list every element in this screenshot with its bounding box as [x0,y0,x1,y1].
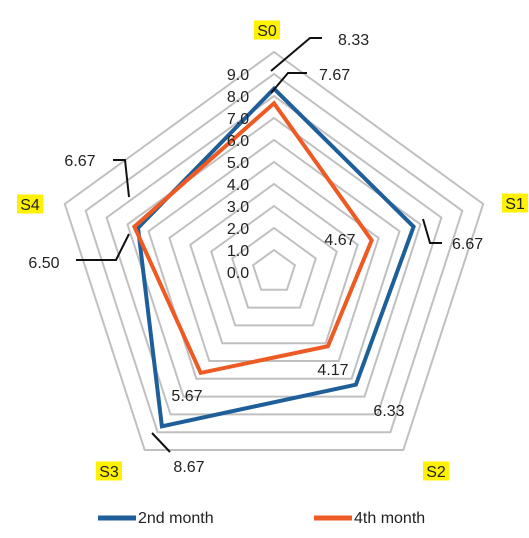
data-label: 6.67 [422,218,483,253]
data-label: 6.50 [28,233,130,272]
grid-ring [126,116,422,398]
category-label-bg [254,20,280,40]
tick-label: 0.0 [227,265,249,282]
category-label-text: S1 [505,196,525,213]
category-label-text: S4 [20,197,40,214]
data-label-text: 4.67 [324,232,355,249]
tick-label: 5.0 [227,155,249,172]
grid-ring [147,138,401,380]
category-label-bg [17,194,43,214]
data-label: 8.33 [270,32,369,72]
leader-line [270,37,322,72]
data-label-text: 6.67 [64,153,95,170]
legend-item: 2nd month [98,510,214,527]
category-label-s2: S2 [423,461,449,481]
radar-grid [63,50,485,451]
grid-ring [210,204,338,327]
leader-line [113,159,130,198]
data-label: 4.67 [324,232,355,249]
data-label-text: 8.67 [173,459,204,476]
grid-ring [105,94,443,416]
tick-label: 6.0 [227,133,249,150]
data-label: 5.67 [171,388,202,405]
leader-line [270,72,307,94]
legend-label: 4th month [354,510,425,527]
tick-label: 8.0 [227,89,249,106]
tick-label: 7.0 [227,111,249,128]
grid-ring [168,160,380,362]
grid-ring [84,72,464,434]
radar-series [131,85,416,429]
data-label-text: 6.33 [373,403,404,420]
grid-ring [189,182,359,345]
category-label-bg [423,461,449,481]
leader-line [76,233,130,261]
leader-line [422,218,442,244]
data-label-text: 4.17 [317,362,348,379]
tick-label: 2.0 [227,221,249,238]
grid-ring [63,50,485,451]
data-label: 7.67 [270,67,350,94]
data-label: 4.17 [317,362,348,379]
leader-line [151,432,171,453]
category-label-text: S2 [426,464,446,481]
radial-tick-labels: 0.0 1.0 2.0 3.0 4.0 5.0 6.0 7.0 8.0 9.0 [227,67,249,282]
series-line-second [131,100,374,376]
category-label-bg [502,193,528,213]
category-label-s4: S4 [17,194,43,214]
data-label-text: 6.67 [452,236,483,253]
tick-label: 3.0 [227,199,249,216]
data-label: 8.67 [151,432,205,476]
category-label-s0: S0 [254,20,280,40]
tick-label: 1.0 [227,243,249,260]
category-label-text: S3 [99,464,119,481]
category-label-bg [96,461,122,481]
data-label: 6.33 [373,403,404,420]
legend: 2nd month 4th month [98,510,425,527]
data-labels: 8.33 7.67 6.67 4.67 6.33 4.17 8.67 5.67 6.50 6.67 [28,32,483,476]
category-labels: S0 S1 S2 S3 S4 [17,20,528,481]
grid-ring [231,226,317,309]
data-label-text: 6.50 [28,255,59,272]
data-label: 6.67 [64,153,130,198]
data-label-text: 5.67 [171,388,202,405]
category-label-s3: S3 [96,461,122,481]
legend-label: 2nd month [138,510,214,527]
tick-label: 9.0 [227,67,249,84]
category-label-text: S0 [257,23,277,40]
data-label-text: 7.67 [319,67,350,84]
data-label-text: 8.33 [338,32,369,49]
grid-ring [251,248,297,291]
tick-label: 4.0 [227,177,249,194]
category-label-s1: S1 [502,193,528,213]
legend-item: 4th month [314,510,425,527]
